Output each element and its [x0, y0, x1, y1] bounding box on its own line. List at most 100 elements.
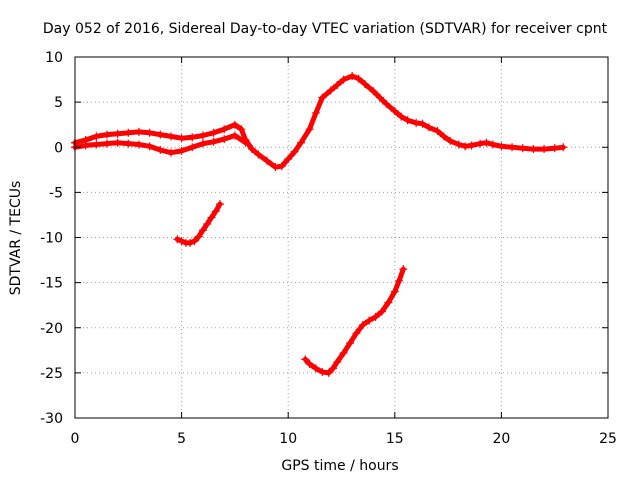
y-tick-label: 5	[54, 95, 63, 111]
data-point-marker	[173, 235, 182, 244]
data-point-marker	[284, 154, 293, 163]
data-point-marker	[318, 93, 327, 102]
data-point-marker	[230, 120, 239, 129]
data-point-marker	[346, 339, 355, 348]
x-tick-label: 20	[492, 431, 510, 447]
data-point-marker	[333, 80, 342, 89]
data-point-marker	[188, 143, 197, 152]
y-tick-label: -10	[40, 231, 63, 247]
data-point-marker	[311, 364, 320, 373]
data-point-marker	[461, 142, 470, 151]
data-point-marker	[277, 162, 286, 171]
data-point-marker	[198, 226, 207, 235]
data-point-marker	[305, 125, 314, 134]
y-tick-label: 0	[54, 140, 63, 156]
data-point-marker	[369, 87, 378, 96]
data-point-marker	[102, 130, 111, 139]
y-tick-label: -25	[40, 366, 63, 382]
data-point-marker	[390, 107, 399, 116]
data-point-marker	[220, 125, 229, 134]
y-axis-label: SDTVAR / TECUs	[8, 181, 24, 296]
data-point-marker	[559, 143, 568, 152]
data-point-marker	[424, 123, 433, 132]
data-point-marker	[348, 71, 357, 80]
series-short-arc-2	[301, 265, 408, 377]
data-point-marker	[241, 138, 250, 147]
data-point-marker	[203, 219, 212, 228]
data-point-marker	[198, 131, 207, 140]
data-point-marker	[375, 93, 384, 102]
data-point-marker	[446, 136, 455, 145]
data-point-marker	[540, 145, 549, 154]
data-point-marker	[397, 112, 406, 121]
data-point-marker	[301, 355, 310, 364]
data-point-marker	[378, 307, 387, 316]
data-point-marker	[467, 141, 476, 150]
data-point-marker	[418, 119, 427, 128]
data-point-marker	[177, 146, 186, 155]
data-point-marker	[433, 127, 442, 136]
x-tick-label: 5	[177, 431, 186, 447]
data-point-marker	[92, 140, 101, 149]
series-main-arc	[71, 71, 568, 172]
data-point-marker	[92, 132, 101, 141]
data-point-marker	[237, 125, 246, 134]
x-tick-label: 25	[599, 431, 617, 447]
data-point-marker	[207, 213, 216, 222]
data-point-marker	[209, 137, 218, 146]
series-short-arc-1	[173, 200, 224, 247]
data-point-marker	[326, 86, 335, 95]
data-point-marker	[476, 139, 485, 148]
data-point-marker	[365, 316, 374, 325]
data-point-marker	[124, 139, 133, 148]
data-point-marker	[529, 145, 538, 154]
data-point-marker	[324, 368, 333, 377]
data-point-marker	[166, 132, 175, 141]
data-point-marker	[81, 141, 90, 150]
chart-title: Day 052 of 2016, Sidereal Day-to-day VTE…	[43, 21, 608, 37]
data-point-marker	[230, 131, 239, 140]
data-point-marker	[113, 129, 122, 138]
data-point-marker	[166, 148, 175, 157]
data-point-marker	[382, 99, 391, 108]
data-point-marker	[488, 140, 497, 149]
data-point-marker	[508, 143, 517, 152]
data-point-marker	[403, 116, 412, 125]
data-point-marker	[399, 265, 408, 274]
x-tick-label: 15	[386, 431, 404, 447]
data-point-marker	[177, 134, 186, 143]
data-point-marker	[247, 145, 256, 154]
data-point-marker	[220, 135, 229, 144]
data-point-marker	[354, 74, 363, 83]
y-tick-label: -30	[40, 411, 63, 427]
series-band	[72, 73, 566, 170]
data-point-marker	[412, 118, 421, 127]
series-band	[302, 266, 406, 376]
series-main-arc-lower-band	[71, 131, 250, 157]
data-point-marker	[318, 367, 327, 376]
data-point-marker	[190, 237, 199, 246]
data-point-marker	[254, 150, 263, 159]
data-point-marker	[262, 156, 271, 165]
data-point-marker	[186, 238, 195, 247]
data-point-marker	[371, 312, 380, 321]
data-point-marker	[339, 75, 348, 84]
data-point-marker	[497, 142, 506, 151]
data-point-marker	[358, 321, 367, 330]
data-point-marker	[328, 364, 337, 373]
data-point-marker	[305, 359, 314, 368]
data-point-marker	[102, 139, 111, 148]
data-point-marker	[395, 276, 404, 285]
axis-ticks: 0 5 10 15 20 25 -30 -25 -20 -15 -10 -5 0 5 10	[40, 50, 617, 447]
y-tick-label: -20	[40, 321, 63, 337]
data-point-marker	[439, 132, 448, 141]
data-point-marker	[156, 145, 165, 154]
data-point-marker	[518, 144, 527, 153]
grid-lines	[75, 57, 608, 418]
data-point-marker	[296, 138, 305, 147]
data-point-marker	[333, 358, 342, 367]
data-point-marker	[194, 232, 203, 241]
y-tick-label: 10	[45, 50, 63, 66]
data-point-marker	[390, 287, 399, 296]
